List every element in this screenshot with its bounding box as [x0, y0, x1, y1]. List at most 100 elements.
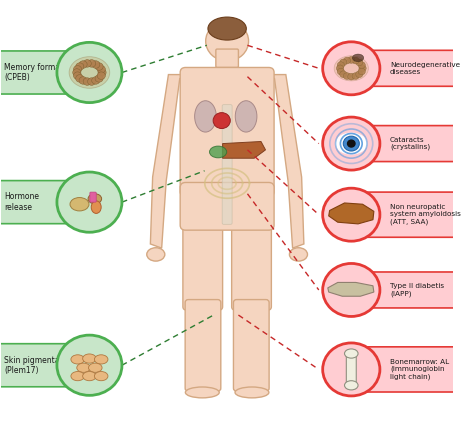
Circle shape [359, 65, 366, 72]
Ellipse shape [290, 248, 308, 261]
Text: Skin pigmentation
(Plem17): Skin pigmentation (Plem17) [4, 356, 74, 375]
Circle shape [340, 59, 347, 66]
Ellipse shape [71, 371, 84, 381]
Circle shape [358, 68, 365, 75]
Ellipse shape [82, 371, 96, 381]
Circle shape [91, 77, 100, 84]
FancyBboxPatch shape [232, 218, 272, 310]
Ellipse shape [69, 57, 110, 88]
Ellipse shape [77, 363, 91, 372]
FancyBboxPatch shape [346, 192, 455, 237]
Polygon shape [150, 75, 186, 248]
Circle shape [73, 72, 82, 80]
Ellipse shape [208, 17, 246, 40]
Circle shape [337, 65, 344, 72]
FancyBboxPatch shape [346, 347, 455, 392]
Circle shape [323, 42, 380, 95]
Circle shape [91, 61, 100, 68]
FancyBboxPatch shape [222, 105, 232, 224]
FancyBboxPatch shape [90, 192, 96, 202]
Circle shape [356, 71, 363, 77]
Polygon shape [223, 141, 265, 158]
Ellipse shape [89, 363, 102, 372]
Ellipse shape [235, 387, 269, 398]
Circle shape [340, 71, 347, 77]
FancyBboxPatch shape [0, 344, 100, 387]
Text: Non neuropatic
system amyloidosis
(ATT, SAA): Non neuropatic system amyloidosis (ATT, … [390, 205, 461, 225]
Ellipse shape [91, 201, 101, 213]
Circle shape [347, 56, 355, 63]
Circle shape [73, 66, 82, 73]
Ellipse shape [82, 354, 96, 363]
Text: Hormone
release: Hormone release [4, 192, 39, 212]
Ellipse shape [71, 355, 84, 364]
FancyBboxPatch shape [183, 218, 223, 310]
FancyBboxPatch shape [180, 67, 274, 197]
Circle shape [356, 59, 363, 66]
FancyBboxPatch shape [185, 300, 221, 391]
Circle shape [79, 61, 87, 68]
Circle shape [337, 68, 345, 75]
Circle shape [323, 188, 380, 241]
Polygon shape [328, 203, 374, 224]
Ellipse shape [94, 371, 108, 381]
Circle shape [95, 63, 103, 70]
Circle shape [323, 343, 380, 396]
Ellipse shape [334, 56, 368, 81]
Circle shape [97, 72, 105, 80]
Circle shape [95, 75, 103, 82]
Circle shape [57, 335, 122, 395]
Circle shape [88, 78, 96, 85]
Ellipse shape [185, 387, 219, 398]
Ellipse shape [210, 146, 227, 158]
Circle shape [343, 57, 351, 64]
Circle shape [76, 63, 84, 70]
Ellipse shape [206, 21, 248, 61]
Circle shape [347, 140, 355, 147]
Ellipse shape [345, 381, 358, 390]
Ellipse shape [345, 349, 358, 358]
Text: Cataracts
(crystalins): Cataracts (crystalins) [390, 137, 430, 150]
Ellipse shape [94, 355, 108, 364]
Ellipse shape [70, 197, 89, 211]
Circle shape [352, 73, 359, 80]
Circle shape [73, 69, 81, 76]
Circle shape [83, 60, 91, 67]
Text: Neurodegenerative
diseases: Neurodegenerative diseases [390, 62, 460, 75]
FancyBboxPatch shape [180, 182, 274, 230]
Text: Bonemarrow: AL
(immunoglobin
light chain): Bonemarrow: AL (immunoglobin light chain… [390, 359, 449, 380]
Ellipse shape [213, 113, 230, 128]
Ellipse shape [336, 133, 367, 154]
FancyBboxPatch shape [0, 51, 100, 94]
Circle shape [88, 60, 96, 67]
FancyBboxPatch shape [346, 125, 455, 162]
Text: Memory formation
(CPEB): Memory formation (CPEB) [4, 63, 75, 82]
Ellipse shape [352, 54, 364, 61]
Circle shape [358, 62, 365, 69]
Circle shape [57, 43, 122, 103]
Circle shape [97, 66, 105, 73]
Text: Type II diabetis
(IAPP): Type II diabetis (IAPP) [390, 283, 444, 297]
Circle shape [343, 136, 359, 151]
Ellipse shape [235, 101, 257, 132]
FancyBboxPatch shape [346, 350, 356, 389]
Circle shape [337, 62, 345, 69]
Circle shape [79, 77, 87, 84]
Ellipse shape [88, 194, 101, 204]
Circle shape [83, 78, 91, 85]
FancyBboxPatch shape [346, 272, 455, 308]
Circle shape [57, 172, 122, 232]
Ellipse shape [147, 248, 165, 261]
FancyBboxPatch shape [216, 49, 238, 67]
Circle shape [352, 57, 359, 64]
FancyBboxPatch shape [346, 51, 455, 86]
Polygon shape [328, 282, 374, 296]
Polygon shape [269, 75, 304, 248]
Ellipse shape [195, 101, 216, 132]
Circle shape [323, 117, 380, 170]
FancyBboxPatch shape [0, 181, 100, 224]
Circle shape [98, 69, 106, 76]
Circle shape [347, 73, 355, 80]
Circle shape [323, 264, 380, 317]
Circle shape [76, 75, 84, 82]
